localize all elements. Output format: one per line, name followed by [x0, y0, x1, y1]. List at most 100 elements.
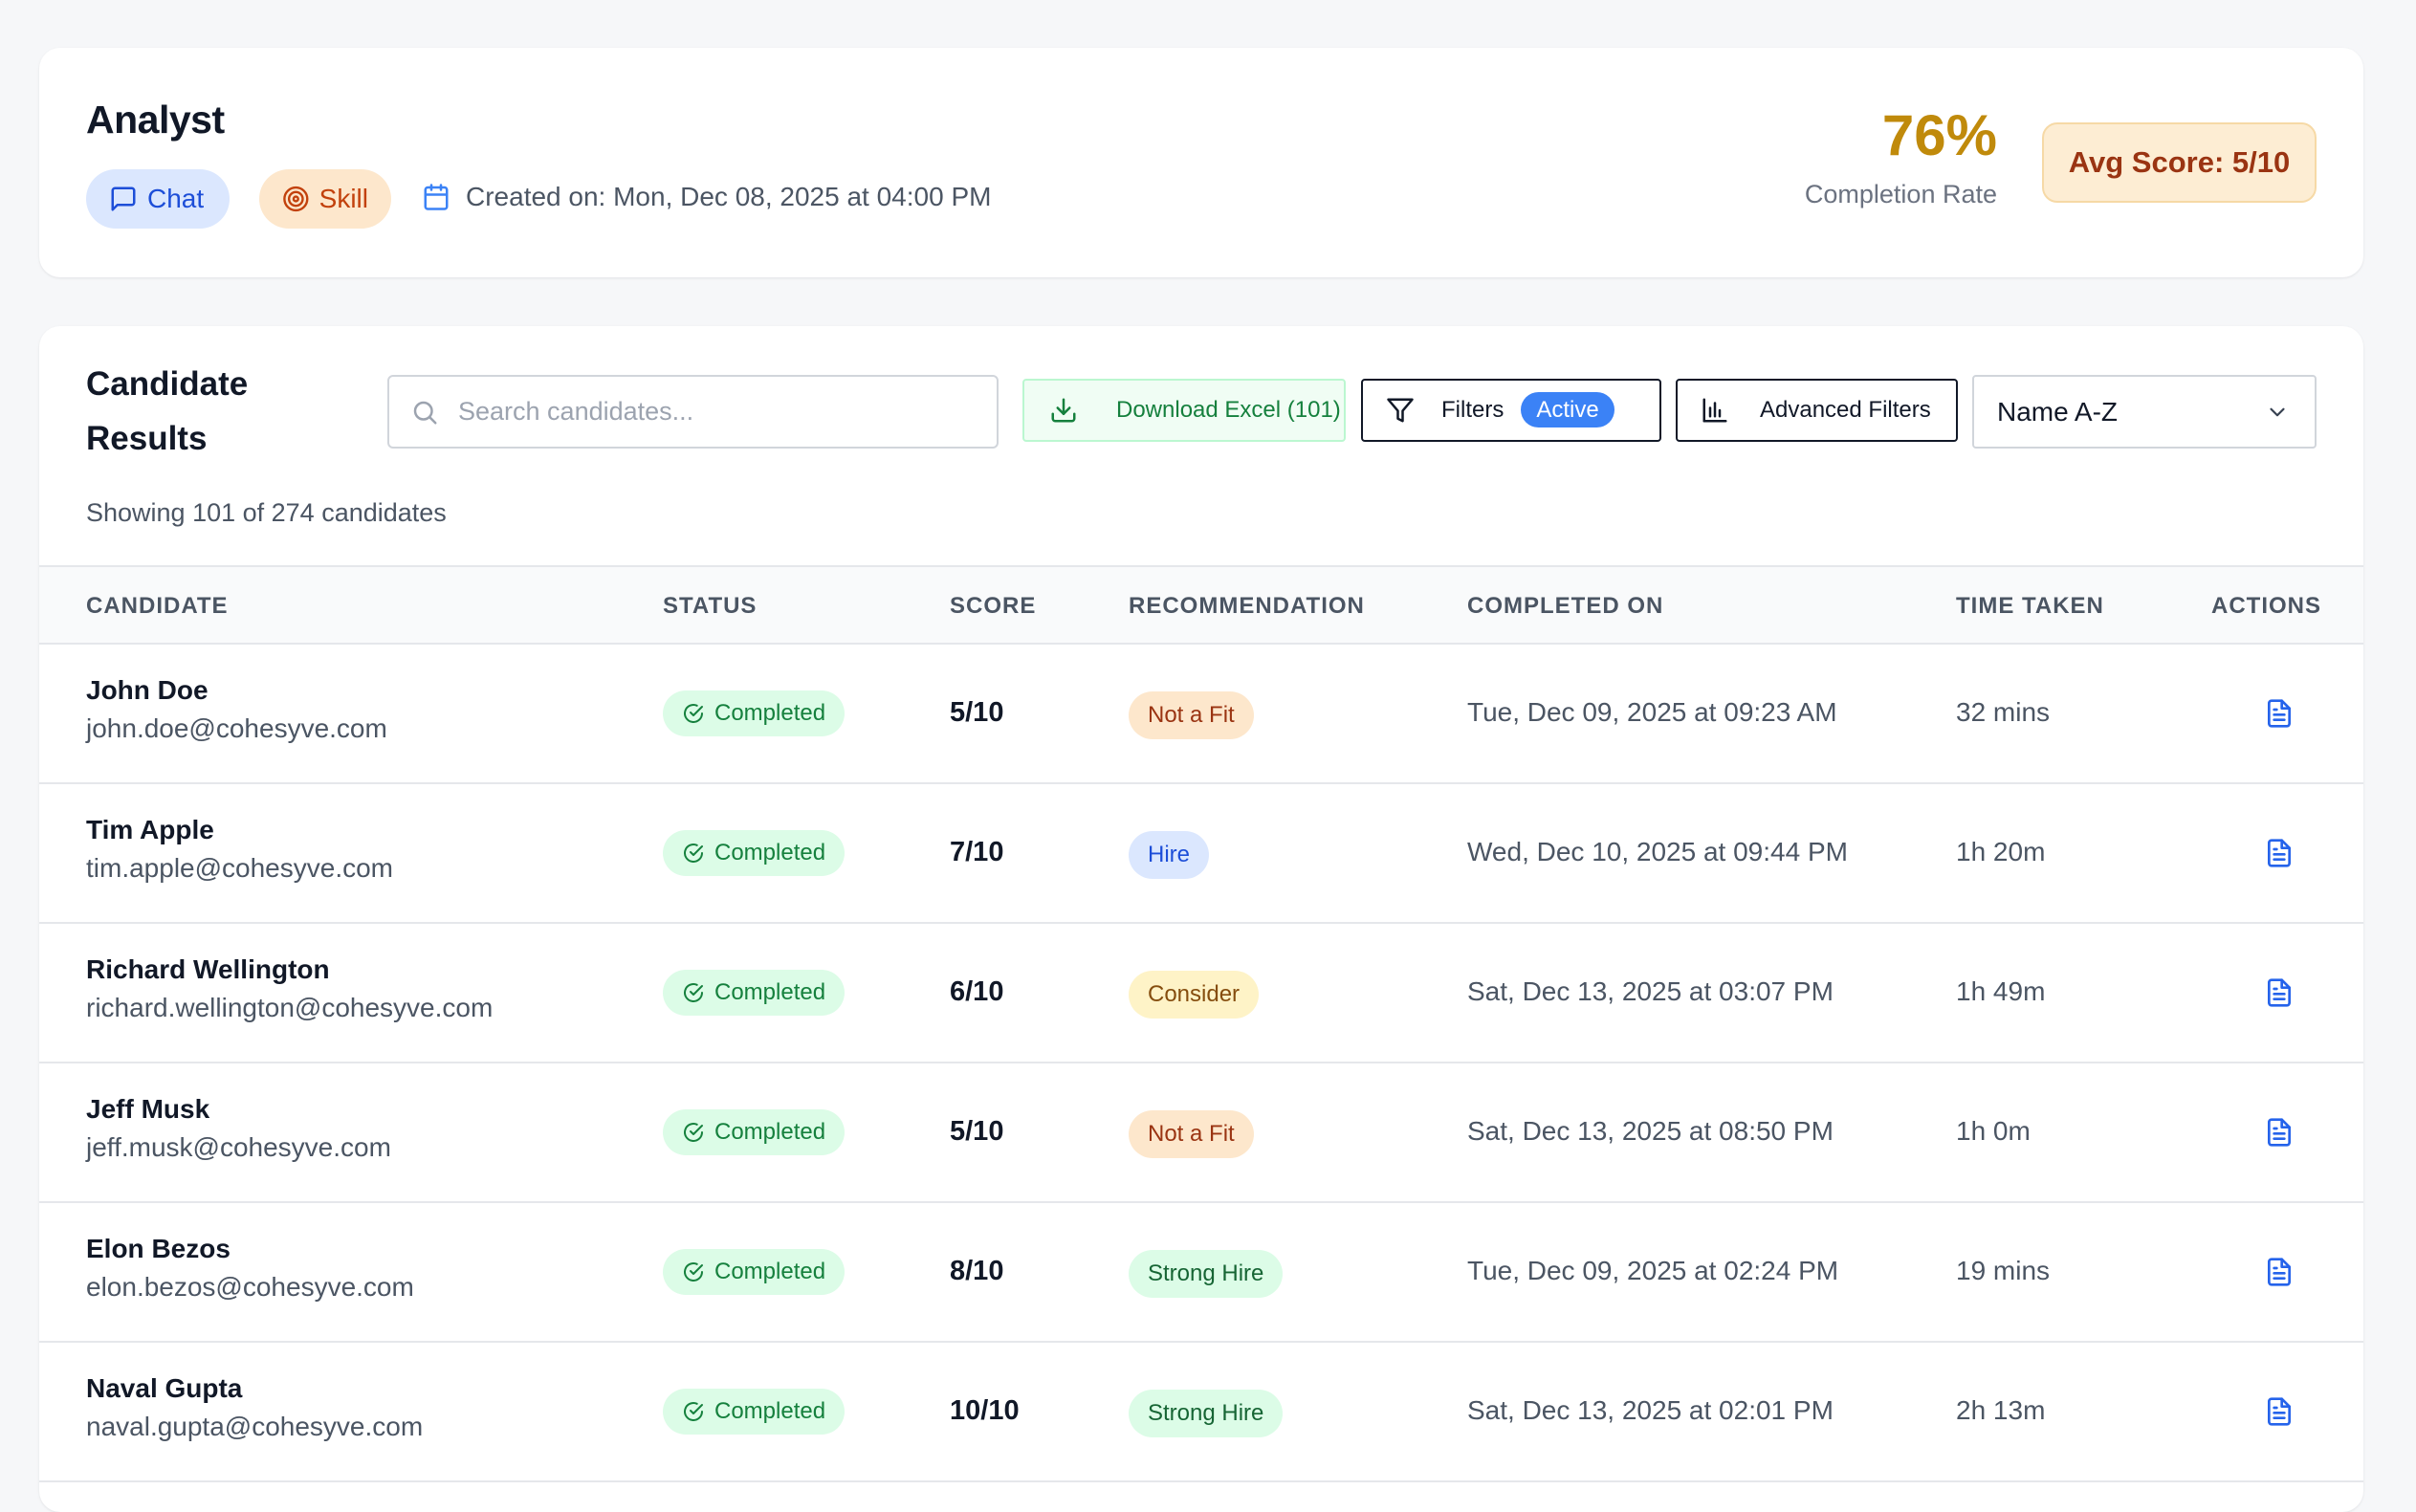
status-badge-label: Completed — [714, 1259, 826, 1284]
completed-on-value: Sat, Dec 13, 2025 at 02:01 PM — [1467, 1395, 1834, 1425]
file-text-icon — [2268, 699, 2291, 728]
created-on-text: Created on: Mon, Dec 08, 2025 at 04:00 P… — [466, 182, 992, 211]
recommendation-badge: Not a Fit — [1129, 1110, 1254, 1158]
recommendation-badge: Strong Hire — [1129, 1390, 1284, 1437]
filter-icon — [1387, 398, 1414, 423]
column-header-time-taken[interactable]: TIME TAKEN — [1956, 593, 2104, 619]
table-header: CANDIDATE STATUS SCORE RECOMMENDATION CO… — [39, 565, 2363, 645]
score-value: 5/10 — [950, 697, 1004, 728]
score-value: 7/10 — [950, 837, 1004, 867]
candidate-name[interactable]: Tim Apple — [86, 815, 214, 844]
advanced-filters-label: Advanced Filters — [1760, 397, 1931, 423]
status-badge-label: Completed — [714, 700, 826, 726]
results-title-line2: Results — [86, 420, 208, 457]
table-row[interactable]: John Doe john.doe@cohesyve.com Completed 5/… — [39, 645, 2363, 784]
candidate-name[interactable]: John Doe — [86, 675, 209, 705]
target-icon — [283, 186, 309, 212]
candidate-name[interactable]: Jeff Musk — [86, 1094, 210, 1124]
recommendation-badge: Strong Hire — [1129, 1250, 1284, 1298]
filters-button[interactable]: Filters Active — [1361, 379, 1661, 442]
candidate-email: richard.wellington@cohesyve.com — [86, 993, 494, 1022]
completion-rate-label: Completion Rate — [1804, 180, 1997, 208]
chevron-down-icon — [2270, 407, 2285, 416]
completed-on-value: Sat, Dec 13, 2025 at 08:50 PM — [1467, 1116, 1834, 1146]
calendar-icon — [424, 184, 449, 210]
table-row[interactable]: Richard Wellington richard.wellington@coh… — [39, 924, 2363, 1063]
column-header-score[interactable]: SCORE — [950, 593, 1037, 619]
completed-on-value: Tue, Dec 09, 2025 at 02:24 PM — [1467, 1256, 1839, 1285]
status-badge-label: Completed — [714, 1398, 826, 1424]
status-badge: Completed — [663, 970, 846, 1016]
candidate-email: jeff.musk@cohesyve.com — [86, 1132, 391, 1162]
chat-tag[interactable]: Chat — [86, 169, 230, 229]
download-icon — [1051, 398, 1076, 423]
filters-active-badge: Active — [1521, 392, 1614, 427]
candidate-name[interactable]: Richard Wellington — [86, 954, 330, 984]
job-title: Analyst — [86, 98, 225, 142]
chat-tag-label: Chat — [147, 184, 205, 213]
status-badge-label: Completed — [714, 979, 826, 1005]
time-taken-value: 19 mins — [1956, 1256, 2051, 1285]
created-on: Created on: Mon, Dec 08, 2025 at 04:00 P… — [422, 182, 991, 212]
sort-select-value: Name A-Z — [1997, 396, 2119, 427]
column-header-recommendation[interactable]: RECOMMENDATION — [1129, 593, 1365, 619]
completed-on-value: Tue, Dec 09, 2025 at 09:23 AM — [1467, 697, 1837, 727]
advanced-filters-button[interactable]: Advanced Filters — [1676, 379, 1958, 442]
download-excel-button[interactable]: Download Excel (101) — [1022, 379, 1346, 442]
sort-select[interactable]: Name A-Z — [1972, 375, 2317, 449]
time-taken-value: 1h 0m — [1956, 1116, 2031, 1146]
check-circle-icon — [684, 844, 703, 863]
message-square-icon — [111, 186, 136, 211]
avg-score-badge: Avg Score: 5/10 — [2042, 122, 2317, 203]
check-circle-icon — [684, 1402, 703, 1421]
table-row[interactable]: Naval Gupta naval.gupta@cohesyve.com Compl… — [39, 1343, 2363, 1482]
search-input[interactable] — [458, 397, 975, 427]
view-report-button[interactable] — [2264, 976, 2295, 1014]
check-circle-icon — [684, 1262, 703, 1282]
score-value: 6/10 — [950, 976, 1004, 1007]
status-badge: Completed — [663, 1249, 846, 1295]
showing-count: Showing 101 of 274 candidates — [86, 498, 447, 527]
file-text-icon — [2268, 978, 2291, 1007]
results-title: Candidate Results — [86, 357, 248, 466]
file-text-icon — [2268, 1397, 2291, 1426]
candidate-name[interactable]: Elon Bezos — [86, 1234, 231, 1263]
status-badge: Completed — [663, 690, 846, 736]
column-header-candidate[interactable]: CANDIDATE — [86, 593, 229, 619]
completed-on-value: Sat, Dec 13, 2025 at 03:07 PM — [1467, 976, 1834, 1006]
view-report-button[interactable] — [2264, 697, 2295, 734]
filters-label: Filters Active — [1441, 392, 1614, 427]
status-badge: Completed — [663, 1389, 846, 1435]
results-title-line1: Candidate — [86, 365, 249, 403]
candidate-email: elon.bezos@cohesyve.com — [86, 1272, 414, 1302]
status-badge-label: Completed — [714, 840, 826, 866]
column-header-actions: ACTIONS — [2211, 593, 2321, 619]
file-text-icon — [2268, 839, 2291, 867]
status-badge: Completed — [663, 1109, 846, 1155]
status-badge: Completed — [663, 830, 846, 876]
time-taken-value: 1h 20m — [1956, 837, 2046, 866]
recommendation-badge: Not a Fit — [1129, 691, 1254, 739]
table-row[interactable]: Tim Apple tim.apple@cohesyve.com Completed… — [39, 784, 2363, 924]
column-header-completed-on[interactable]: COMPLETED ON — [1467, 593, 1664, 619]
view-report-button[interactable] — [2264, 1256, 2295, 1293]
download-excel-label: Download Excel (101) — [1116, 397, 1341, 423]
view-report-button[interactable] — [2264, 1395, 2295, 1433]
table-row[interactable]: Elon Bezos elon.bezos@cohesyve.com Complet… — [39, 1203, 2363, 1343]
column-header-status[interactable]: STATUS — [663, 593, 758, 619]
search-box[interactable] — [387, 375, 999, 449]
view-report-button[interactable] — [2264, 1116, 2295, 1153]
file-text-icon — [2268, 1118, 2291, 1147]
recommendation-badge: Consider — [1129, 971, 1260, 1019]
file-text-icon — [2268, 1258, 2291, 1286]
candidate-name[interactable]: Naval Gupta — [86, 1373, 243, 1403]
candidate-results-card: Candidate Results Download Excel (101) F… — [39, 326, 2363, 1512]
view-report-button[interactable] — [2264, 837, 2295, 874]
time-taken-value: 2h 13m — [1956, 1395, 2046, 1425]
score-value: 8/10 — [950, 1256, 1004, 1286]
skill-tag[interactable]: Skill — [259, 169, 391, 229]
table-row[interactable]: Jeff Musk jeff.musk@cohesyve.com Completed… — [39, 1063, 2363, 1203]
candidate-email: naval.gupta@cohesyve.com — [86, 1412, 424, 1441]
completed-on-value: Wed, Dec 10, 2025 at 09:44 PM — [1467, 837, 1848, 866]
score-value: 5/10 — [950, 1116, 1004, 1147]
